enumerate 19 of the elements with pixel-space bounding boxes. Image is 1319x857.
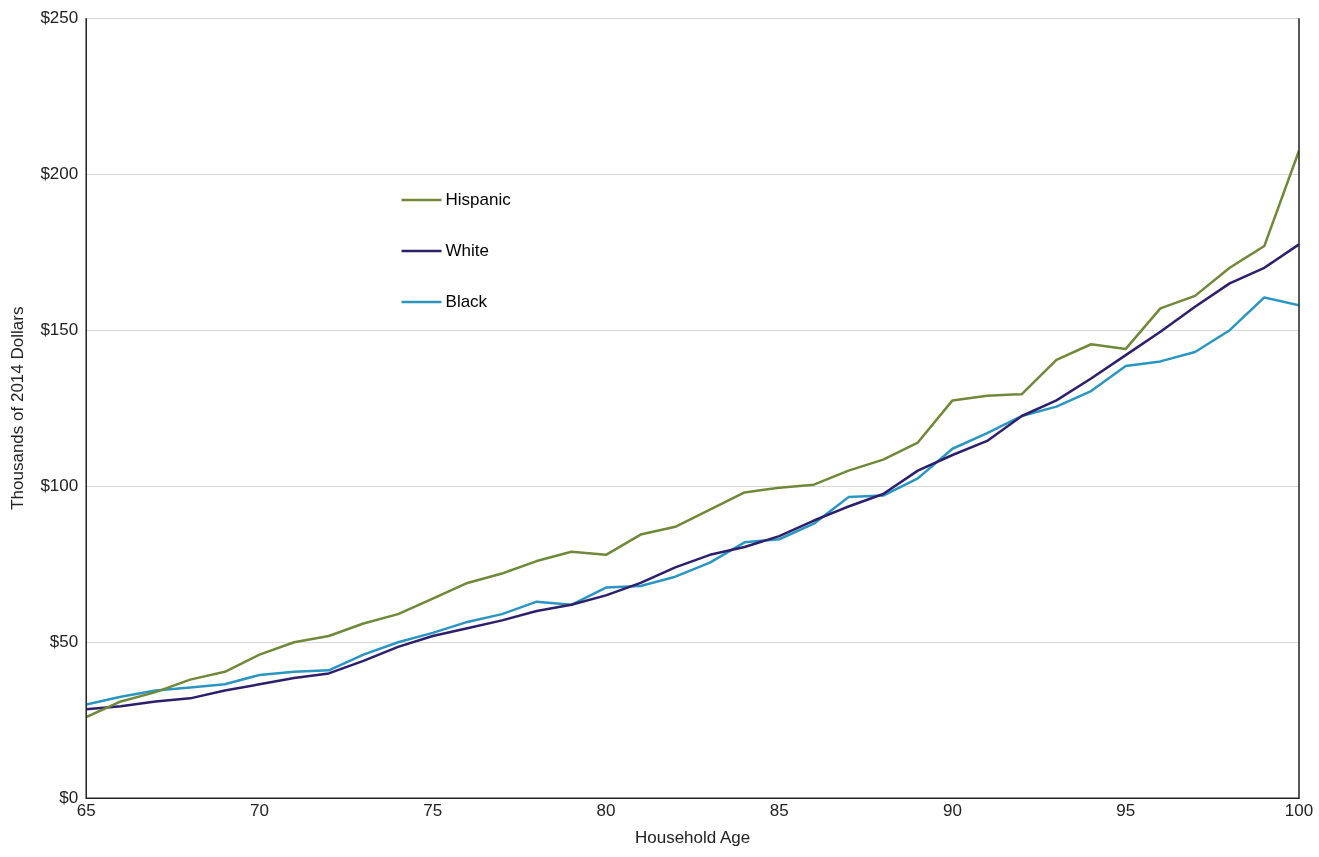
x-tick-label: 80 [596,801,616,821]
legend-label: Hispanic [445,189,512,209]
legend-label: Black [445,291,488,311]
x-tick-label: 70 [250,801,269,821]
x-tick-label: 100 [1284,801,1314,821]
legend-label: White [445,240,490,260]
y-tick-label: $0 [59,787,79,807]
x-tick-label: 95 [1116,801,1136,821]
y-tick-label: $150 [40,319,79,339]
y-tick-label: $50 [49,631,79,651]
x-axis-title: Household Age [634,828,751,848]
x-tick-label: 85 [769,801,789,821]
y-tick-label: $100 [40,475,79,495]
y-tick-label: $200 [40,163,79,183]
y-axis-title: Thousands of 2014 Dollars [7,306,27,510]
x-tick-label: 65 [76,801,96,821]
x-tick-label: 75 [423,801,443,821]
x-tick-label: 90 [943,801,962,821]
y-tick-label: $250 [40,7,79,27]
